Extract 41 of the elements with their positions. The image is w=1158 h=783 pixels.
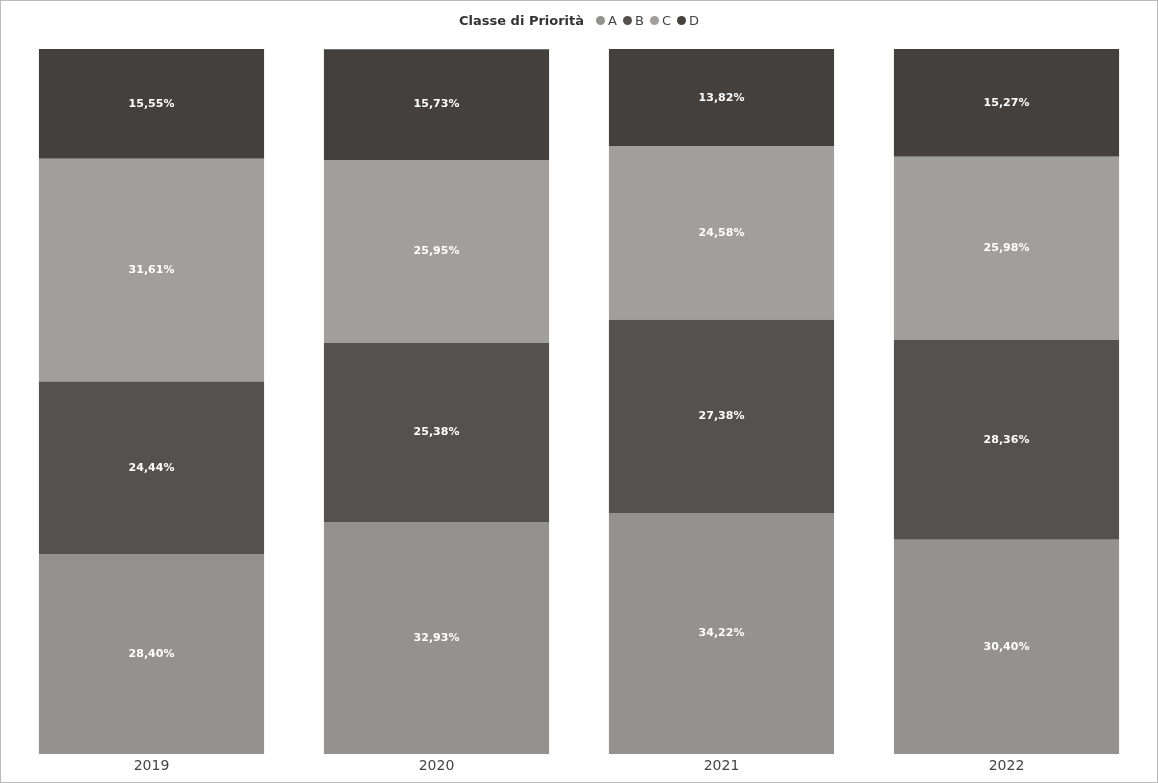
data-label: 24,58% (698, 226, 745, 240)
x-tick-label: 2019 (133, 757, 170, 774)
x-tick-label: 2020 (418, 757, 455, 774)
bar (608, 319, 835, 513)
legend-label: B (634, 12, 644, 28)
data-label: 25,38% (413, 425, 460, 439)
data-label: 27,38% (698, 409, 745, 423)
bar (38, 381, 265, 554)
bar (38, 553, 265, 755)
legend-label: A (608, 12, 617, 28)
data-label: 28,40% (128, 646, 175, 660)
bar (893, 49, 1120, 157)
bar (323, 343, 550, 522)
bar (38, 158, 265, 382)
data-label: 30,40% (983, 639, 1030, 653)
data-label: 32,93% (413, 630, 460, 644)
legend-title: Classe di Priorità (459, 12, 585, 28)
data-label: 15,27% (983, 95, 1030, 109)
x-tick-label: 2021 (703, 757, 740, 774)
bar (323, 522, 550, 755)
data-label: 31,61% (128, 263, 175, 277)
data-label: 25,98% (983, 241, 1030, 255)
data-label: 24,44% (128, 460, 175, 474)
bar (893, 156, 1120, 340)
data-label: 15,55% (128, 96, 175, 110)
bar (323, 160, 550, 344)
x-tick-label: 2022 (988, 757, 1025, 774)
legend-label: D (688, 12, 699, 28)
data-label: 13,82% (698, 90, 745, 104)
bar (893, 539, 1120, 755)
bar (608, 512, 835, 755)
bar (893, 339, 1120, 540)
bar (608, 146, 835, 320)
data-label: 15,73% (413, 97, 460, 111)
bar (38, 49, 265, 159)
bar (323, 49, 550, 161)
legend-label: C (661, 12, 671, 28)
data-label: 34,22% (698, 626, 745, 640)
data-label: 28,36% (983, 432, 1030, 446)
data-label: 25,95% (413, 244, 460, 258)
bar (608, 49, 835, 147)
